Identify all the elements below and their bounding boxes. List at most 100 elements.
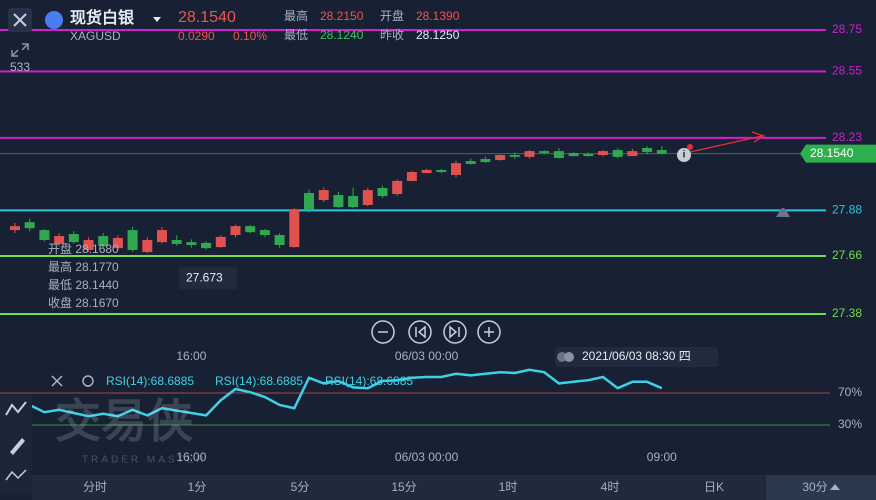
candle-body — [289, 209, 300, 248]
candle-body — [539, 151, 550, 153]
candle-body — [436, 169, 447, 173]
last-price-label: 28.1540 — [810, 146, 854, 160]
rsi-settings[interactable] — [82, 375, 94, 387]
candle-body — [656, 150, 667, 154]
level-label: 27.66 — [832, 248, 862, 262]
level-label: 28.55 — [832, 64, 862, 78]
tab-arrow[interactable] — [830, 484, 840, 490]
candle-body — [524, 151, 535, 157]
tab[interactable]: 1分 — [188, 480, 207, 494]
low: 28.1240 — [320, 28, 364, 42]
candle-body — [333, 195, 344, 208]
open: 28.1390 — [416, 9, 460, 23]
watermark-sub: TRADER MASTER — [82, 455, 207, 466]
candle-body — [480, 158, 491, 163]
tab[interactable]: 30分 — [802, 480, 827, 494]
trend-arrow — [689, 131, 766, 153]
x-tick-label: 06/03 00:00 — [395, 450, 459, 464]
candle-body — [451, 163, 461, 175]
close-icon — [13, 13, 27, 27]
candle-body — [54, 236, 65, 244]
rsi-close[interactable] — [51, 375, 63, 387]
legend-close: 收盘 28.1670 — [48, 295, 119, 310]
low-label: 27.673 — [186, 270, 223, 284]
candle-body — [24, 222, 35, 229]
symbol-code: XAGUSD — [70, 29, 121, 43]
first-button[interactable] — [408, 320, 432, 344]
last-price-tag — [800, 144, 876, 163]
candle-body — [127, 230, 138, 250]
legend-open: 开盘 28.1680 — [48, 241, 119, 256]
high: 28.2150 — [320, 9, 364, 23]
rsi-label: RSI(14):68.6885 — [325, 374, 413, 388]
candle-body — [98, 236, 109, 247]
tab[interactable]: 1时 — [499, 480, 518, 494]
first-icon — [415, 325, 426, 339]
candle-body — [245, 226, 256, 233]
tabs: 分时 1分 5分 15分 1时 4时 日K 30分 — [83, 480, 828, 494]
change-pct: 0.10% — [233, 29, 267, 43]
level-tag — [826, 247, 876, 264]
crosshair-icon — [564, 352, 574, 362]
prev-close: 28.1250 — [416, 28, 460, 42]
candle-body — [362, 190, 373, 205]
candle-body — [553, 151, 564, 158]
candle-body — [259, 230, 270, 236]
tool-icon[interactable] — [5, 401, 27, 416]
candle-body — [215, 236, 226, 248]
rsi-label: RSI(14):68.6885 — [215, 374, 303, 388]
zoom-out-button[interactable] — [371, 320, 395, 344]
x-tick-label: 16:00 — [176, 349, 206, 363]
header: 533 现货白银 28.1540 XAGUSD 0.0290 0.10% 最高 … — [8, 8, 460, 74]
change: 0.0290 — [178, 29, 215, 43]
candle-body — [598, 151, 608, 156]
level-label: 28.23 — [832, 130, 862, 144]
level-tag — [826, 129, 876, 146]
alert-icon[interactable] — [776, 208, 790, 217]
last-button[interactable] — [443, 320, 467, 344]
high-label: 最高 — [284, 8, 308, 23]
symbol-name[interactable]: 现货白银 — [70, 8, 135, 27]
candle-body — [495, 155, 506, 161]
candle-body — [230, 226, 241, 236]
symbol-icon — [45, 11, 63, 29]
candle-body — [568, 152, 579, 157]
plus-icon — [484, 327, 494, 337]
indicator-icon[interactable] — [5, 469, 27, 481]
level-tag — [826, 202, 876, 219]
candle-body — [142, 240, 153, 253]
tab[interactable]: 15分 — [391, 480, 416, 494]
x-tick-label: 06/03 00:00 — [395, 349, 459, 363]
candle-body — [377, 187, 388, 197]
candle-body — [39, 230, 50, 241]
candle-body — [612, 150, 623, 157]
candle-body — [642, 147, 653, 152]
info-icon[interactable] — [677, 148, 691, 162]
pen-icon[interactable] — [10, 438, 25, 455]
tab[interactable]: 日K — [704, 480, 724, 494]
candle-body — [318, 190, 329, 201]
low-label: 最低 — [284, 28, 308, 42]
dropdown-icon[interactable] — [153, 17, 161, 22]
tab[interactable]: 5分 — [291, 480, 310, 494]
tab[interactable]: 4时 — [601, 480, 620, 494]
candle-body — [83, 240, 94, 250]
ohlc-legend: 开盘 28.1680 最高 28.1770 最低 28.1440 收盘 28.1… — [48, 241, 119, 310]
shrink-icon[interactable] — [11, 43, 29, 57]
candle-body — [465, 161, 476, 164]
crosshair-icon — [557, 352, 567, 362]
zoom-in-button[interactable] — [477, 320, 501, 344]
candle-body — [392, 180, 403, 195]
candle-body — [274, 235, 285, 245]
last-icon — [449, 325, 460, 339]
candle-body — [186, 242, 197, 245]
info-glyph: i — [683, 150, 686, 161]
candle-body — [157, 230, 167, 243]
level-tag — [826, 22, 876, 39]
tab[interactable]: 分时 — [83, 480, 107, 494]
candle-body — [304, 192, 314, 210]
watermark: 交易侠 — [55, 395, 194, 447]
rsi-tick-label: 70% — [838, 385, 862, 399]
